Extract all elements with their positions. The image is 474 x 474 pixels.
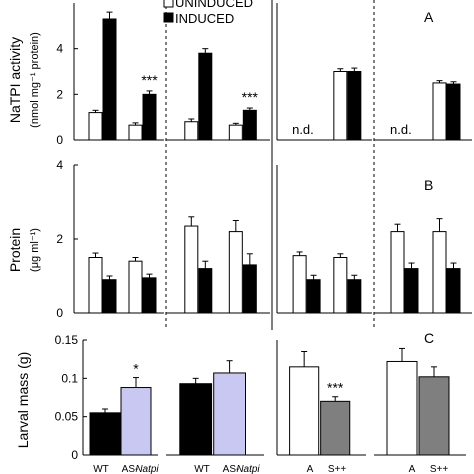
bar-induced [102, 18, 117, 141]
y-axis-units-a: (nmol mg⁻¹ protein) [29, 32, 41, 128]
bar-induced [347, 279, 362, 314]
y-tick-label: 0.15 [55, 333, 79, 347]
bar-uninduced [128, 260, 143, 314]
bar-uninduced [88, 257, 103, 314]
y-axis-title-c: Larval mass (g) [15, 352, 31, 448]
panel-letter-c: C [424, 330, 434, 346]
y-axis-units-b: (μg ml⁻¹) [29, 228, 41, 272]
x-label: S++ [328, 464, 347, 474]
not-detected-label: n.d. [390, 122, 412, 137]
bar-uninduced [184, 225, 199, 314]
bar-induced [242, 264, 257, 314]
bar [320, 400, 351, 456]
legend-label-uninduced: UNINDUCED [175, 0, 253, 10]
bar [179, 383, 213, 456]
bar-induced [347, 71, 362, 141]
legend: UNINDUCED INDUCED [163, 0, 253, 26]
x-label: AS- [223, 464, 240, 474]
significance-marker: *** [327, 380, 344, 396]
x-label: Natpi [236, 464, 260, 474]
y-tick-label: 0 [56, 133, 63, 147]
bar-uninduced [184, 121, 199, 141]
bar-induced [446, 268, 461, 314]
panel-c: C Larval mass (g) 00.050.10.15**** [15, 330, 466, 462]
x-label: AS- [122, 464, 139, 474]
bar-uninduced [128, 124, 143, 141]
panel-a: A NaTPI activity (nmol mg⁻¹ protein) 0 2 4… [7, 3, 472, 147]
y-axis-title-b: Protein [7, 228, 23, 272]
x-label: A [409, 464, 416, 474]
bar [418, 376, 450, 456]
bar-induced [142, 93, 157, 141]
bar-uninduced [228, 231, 243, 314]
panel-b: B Protein (μg ml⁻¹) 0 2 4 [7, 158, 472, 320]
bar-induced [142, 277, 157, 314]
bar-uninduced [88, 112, 103, 141]
bar [289, 366, 320, 456]
x-label: Natpi [135, 464, 159, 474]
legend-swatch-uninduced [163, 0, 174, 8]
bar [386, 360, 418, 456]
bar-induced [198, 268, 213, 314]
x-axis-labels: WT AS-Natpi WT AS-Natpi A S++ A S++ [93, 464, 448, 474]
bar-induced [198, 52, 213, 141]
bar [89, 412, 121, 456]
significance-marker: *** [141, 72, 158, 88]
bar-induced [404, 268, 419, 314]
y-tick-label: 4 [56, 158, 63, 172]
legend-label-induced: INDUCED [175, 11, 234, 26]
legend-swatch-induced [163, 12, 174, 23]
y-tick-label: 0 [56, 306, 63, 320]
y-tick-label: 4 [56, 42, 63, 56]
bar-uninduced [228, 124, 243, 141]
bar-uninduced [432, 82, 447, 141]
y-tick-label: 2 [56, 87, 63, 101]
significance-marker: *** [242, 89, 259, 105]
bar-uninduced [333, 71, 348, 141]
panel-letter-a: A [424, 9, 434, 25]
bar-uninduced [333, 257, 348, 314]
bar [213, 372, 246, 456]
y-tick-label: 0.05 [55, 410, 79, 424]
panel-divider-lines [165, 0, 375, 330]
y-tick-label: 0.1 [61, 371, 78, 385]
not-detected-label: n.d. [292, 122, 314, 137]
y-axis-title-a: NaTPI activity [7, 37, 23, 123]
significance-marker: * [133, 361, 139, 377]
y-tick-label: 2 [56, 232, 63, 246]
bar-induced [306, 279, 321, 314]
panel-letter-b: B [424, 177, 433, 193]
x-label: WT [194, 464, 210, 474]
x-label: A [307, 464, 314, 474]
y-tick-label: 0 [71, 448, 78, 462]
bar-uninduced [292, 255, 307, 314]
bar-uninduced [432, 231, 447, 314]
bar-induced [242, 109, 257, 141]
x-label: WT [93, 464, 109, 474]
bar-induced [102, 279, 117, 314]
bar-uninduced [390, 231, 405, 314]
bar [120, 387, 152, 456]
x-label: S++ [430, 464, 449, 474]
bar-induced [446, 83, 461, 141]
